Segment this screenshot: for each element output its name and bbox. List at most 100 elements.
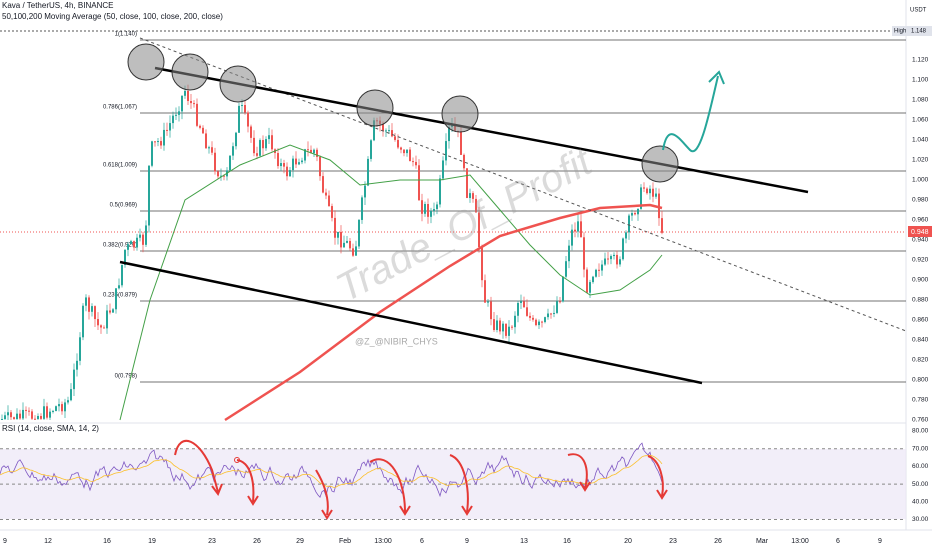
candle	[607, 258, 609, 260]
candle	[130, 241, 132, 245]
fib-group: 1(1.140) 0.786(1.067) 0.618(1.009) 0.5(0.96…	[103, 32, 906, 383]
candle	[400, 147, 402, 150]
candle	[421, 200, 423, 214]
candle	[295, 158, 297, 165]
price-label: 1.100	[912, 77, 929, 84]
rsi-label: 60.00	[912, 463, 929, 470]
candle	[298, 162, 300, 165]
candle	[343, 242, 345, 248]
candle	[127, 244, 129, 250]
candle	[541, 321, 543, 323]
candle	[613, 254, 615, 257]
time-label: 12	[44, 538, 52, 545]
candle	[361, 197, 363, 220]
candle	[187, 90, 189, 102]
candle	[559, 301, 561, 303]
candle	[502, 323, 504, 332]
candle	[574, 229, 576, 232]
candle	[316, 149, 318, 157]
candle	[562, 276, 564, 302]
candle	[523, 301, 525, 308]
price-label: 0.760	[912, 417, 929, 424]
candle	[163, 129, 165, 146]
candle	[322, 176, 324, 193]
candle	[196, 103, 198, 126]
candle	[403, 149, 405, 154]
candle	[49, 411, 51, 418]
candle	[238, 105, 240, 133]
candle	[148, 165, 150, 226]
fib-label: 0.618(1.009)	[103, 163, 137, 169]
candle	[22, 409, 24, 419]
candle	[151, 141, 153, 166]
candle	[235, 132, 237, 147]
candle	[223, 175, 225, 177]
candle	[76, 360, 78, 370]
candle	[436, 204, 438, 210]
candle	[244, 105, 246, 113]
circle	[441, 95, 479, 133]
price-label: 0.780	[912, 397, 929, 404]
touch-circles	[127, 43, 679, 183]
candle	[199, 125, 201, 128]
candle	[124, 249, 126, 265]
candle	[103, 327, 105, 329]
candle	[628, 215, 630, 233]
candle	[145, 225, 147, 245]
candle	[649, 188, 651, 194]
candle	[118, 285, 120, 289]
candle	[211, 147, 213, 153]
candle	[586, 269, 588, 293]
time-label: 29	[296, 538, 304, 545]
candle	[115, 288, 117, 310]
arrow-head	[708, 70, 725, 85]
candle	[67, 400, 69, 403]
price-label: 0.960	[912, 217, 929, 224]
candle	[37, 416, 39, 419]
candle	[565, 261, 567, 277]
price-label: 0.920	[912, 257, 929, 264]
candle	[532, 317, 534, 320]
candle	[88, 297, 90, 312]
candle	[58, 404, 60, 407]
candle	[109, 310, 111, 313]
candle	[64, 402, 66, 412]
candle	[475, 198, 477, 213]
candle	[439, 178, 441, 205]
candle	[571, 229, 573, 246]
circle	[171, 53, 209, 91]
candle	[640, 187, 642, 209]
rsi-label: 30.00	[912, 516, 929, 523]
candle	[424, 203, 426, 214]
candle	[229, 155, 231, 171]
candles	[1, 84, 663, 420]
candle	[34, 418, 36, 420]
candle	[520, 301, 522, 303]
time-label: 19	[148, 538, 156, 545]
ma-200	[224, 203, 663, 422]
candle	[286, 166, 288, 177]
candle	[589, 282, 591, 293]
candle	[391, 130, 393, 137]
time-label: 9	[878, 538, 882, 545]
candle	[304, 149, 306, 161]
rsi-label: 80.00	[912, 428, 929, 435]
candle	[493, 319, 495, 330]
candle	[505, 323, 507, 336]
candle	[133, 241, 135, 248]
candle	[214, 152, 216, 172]
candle	[154, 141, 156, 143]
candle	[499, 320, 501, 332]
candle	[385, 130, 387, 132]
candle	[310, 149, 312, 154]
candle	[394, 136, 396, 140]
lower-trendline	[119, 260, 703, 385]
candle	[478, 212, 480, 248]
circle	[219, 65, 257, 103]
time-label: 26	[714, 538, 722, 545]
candle	[445, 141, 447, 161]
time-label: Mar	[756, 538, 769, 545]
candle	[19, 413, 21, 419]
candle	[139, 234, 141, 238]
